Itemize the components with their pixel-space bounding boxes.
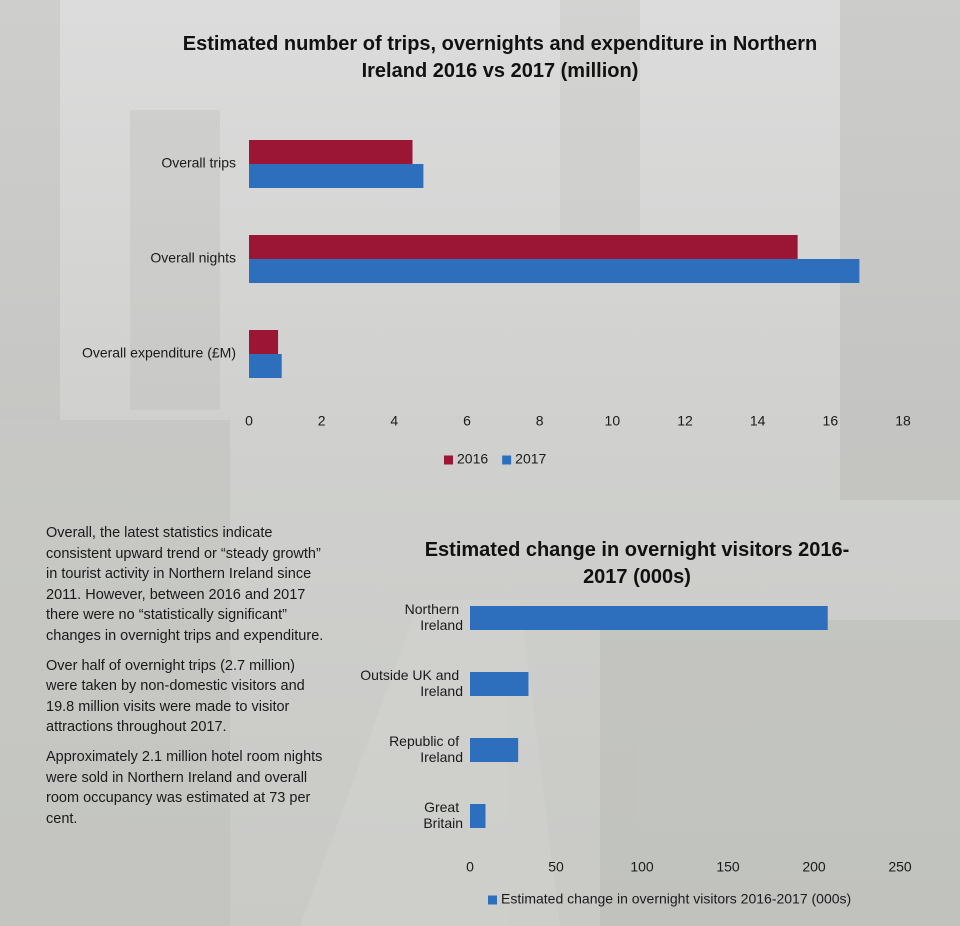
x-tick-label: 6 [463, 413, 471, 429]
x-tick-label: 150 [716, 859, 740, 875]
y-tick-label: Overall nights [150, 250, 236, 266]
x-tick-label: 2 [318, 413, 326, 429]
y-tick-label: Republic of Ireland [389, 733, 463, 765]
legend-label: Estimated change in overnight visitors 2… [501, 891, 851, 907]
legend-label: 2016 [457, 451, 488, 467]
legend-swatch [502, 455, 512, 465]
paragraph: Over half of overnight trips (2.7 millio… [46, 657, 305, 736]
x-tick-label: 4 [390, 413, 398, 429]
x-tick-label: 0 [245, 413, 253, 429]
bar [249, 164, 424, 188]
y-tick-label: Northern Ireland [405, 601, 463, 633]
bar [249, 330, 279, 354]
body-text: Overall, the latest statistics indicate … [46, 523, 324, 838]
y-tick-label: Overall expenditure (£M) [82, 345, 236, 361]
y-tick-label: Outside UK and Ireland [360, 667, 463, 699]
y-tick-label: Great Britain [423, 799, 463, 831]
x-tick-label: 12 [677, 413, 693, 429]
bar [249, 259, 860, 283]
chart-title: Estimated change in overnight visitors 2… [424, 539, 850, 588]
bar [470, 606, 828, 630]
x-tick-label: 16 [823, 413, 839, 429]
legend-swatch [488, 895, 497, 905]
x-tick-label: 18 [895, 413, 911, 429]
x-tick-label: 50 [548, 859, 564, 875]
chart-title: Estimated number of trips, overnights an… [182, 33, 818, 82]
legend-swatch [444, 455, 453, 465]
x-tick-label: 100 [630, 859, 654, 875]
bar [249, 140, 413, 164]
paragraph: Approximately 2.1 million hotel room nig… [46, 748, 323, 827]
x-tick-label: 250 [888, 859, 912, 875]
legend-label: 2017 [515, 451, 546, 467]
x-tick-label: 14 [750, 413, 766, 429]
bar [470, 738, 519, 762]
x-tick-label: 200 [802, 859, 826, 875]
bar [249, 235, 798, 259]
x-tick-label: 0 [466, 859, 474, 875]
paragraph: Overall, the latest statistics indicate … [46, 525, 324, 644]
y-tick-label: Overall trips [161, 155, 236, 171]
bar [249, 354, 282, 378]
x-tick-label: 10 [605, 413, 621, 429]
bar [470, 672, 529, 696]
bar [470, 804, 486, 828]
x-tick-label: 8 [536, 413, 544, 429]
